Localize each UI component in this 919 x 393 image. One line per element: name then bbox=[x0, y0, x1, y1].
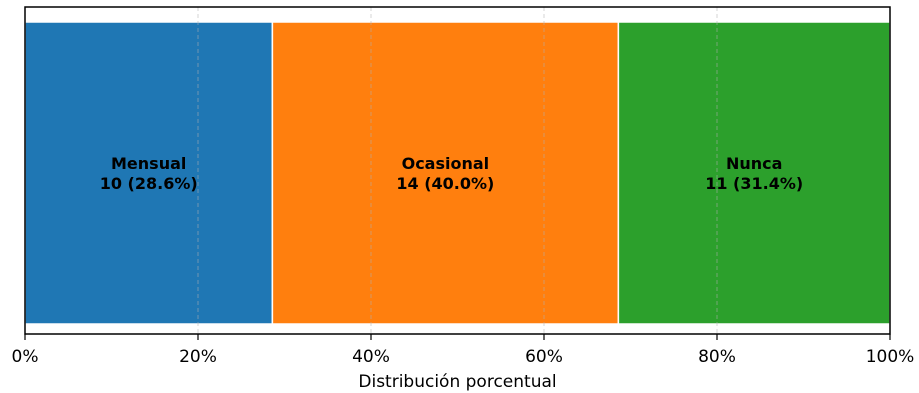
x-tick-label: 80% bbox=[698, 347, 736, 367]
x-tick-label: 20% bbox=[179, 347, 217, 367]
x-tick-label: 40% bbox=[352, 347, 390, 367]
segment-value-label: 11 (31.4%) bbox=[705, 174, 803, 193]
segment-value-label: 14 (40.0%) bbox=[396, 174, 494, 193]
x-axis-label: Distribución porcentual bbox=[358, 372, 556, 392]
segment-name-label: Mensual bbox=[111, 154, 186, 173]
segment-value-label: 10 (28.6%) bbox=[100, 174, 198, 193]
x-tick-label: 100% bbox=[866, 347, 915, 367]
segment-name-label: Ocasional bbox=[402, 154, 490, 173]
plot-frame bbox=[24, 6, 891, 335]
segment-name-label: Nunca bbox=[726, 154, 782, 173]
bar-segment-ocasional bbox=[271, 21, 620, 325]
x-tick-label: 0% bbox=[12, 347, 39, 367]
x-axis-ticks: 0% 20% 40% 60% 80% 100% bbox=[12, 334, 915, 367]
bar-segment-mensual bbox=[24, 21, 274, 325]
grid-lines bbox=[197, 7, 718, 334]
bar-segment-nunca bbox=[617, 21, 891, 325]
x-tick-label: 60% bbox=[525, 347, 563, 367]
bar-segments bbox=[24, 21, 891, 325]
